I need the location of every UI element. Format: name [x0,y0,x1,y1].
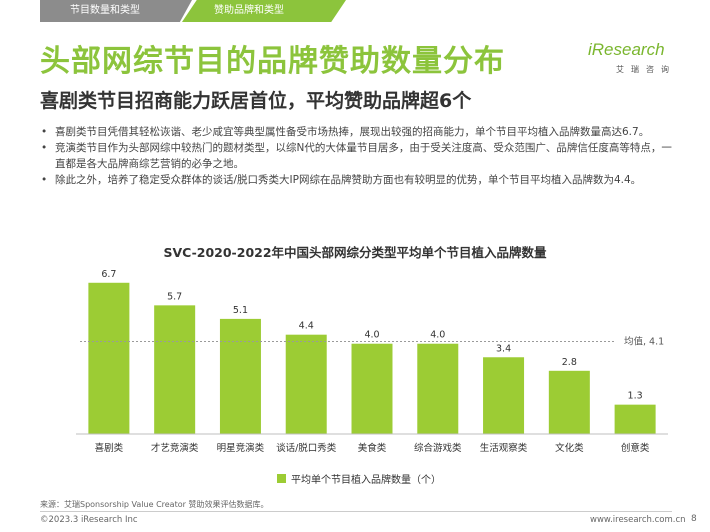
page-subtitle: 喜剧类节目招商能力跃居首位，平均赞助品牌超6个 [40,90,472,112]
legend-label: 平均单个节目植入品牌数量（个） [291,475,441,486]
bullet-dot: • [41,126,48,138]
average-label: 均值, 4.1 [624,335,664,347]
bar-value-label: 2.8 [562,357,577,368]
bar-5 [351,343,393,434]
bullet-item: • 喜剧类节目凭借其轻松诙谐、老少咸宜等典型属性备受市场热捧，展现出较强的招商能力… [40,124,672,140]
bar-2 [154,305,196,434]
chart-legend: 平均单个节目植入品牌数量（个） [277,471,441,486]
bullet-list: • 喜剧类节目凭借其轻松诙谐、老少咸宜等典型属性备受市场热捧，展现出较强的招商能力… [40,124,672,188]
bar-1 [88,282,130,434]
bullet-item: • 除此之外，培养了稳定受众群体的谈话/脱口秀类大IP网综在品牌赞助方面也有较明显… [40,172,672,188]
bar-3 [219,318,261,434]
category-label: 才艺竞演类 [151,442,199,454]
bar-value-label: 4.0 [430,330,445,341]
category-label: 美食类 [358,442,387,454]
bullet-text: 除此之外，培养了稳定受众群体的谈话/脱口秀类大IP网综在品牌赞助方面也有较明显的… [55,174,642,186]
category-label: 创意类 [621,442,650,454]
legend-swatch [277,474,286,483]
website-link[interactable]: www.iresearch.com.cn [590,515,686,525]
category-label: 明星竞演类 [217,442,265,454]
bar-value-label: 1.3 [628,391,643,402]
bar-7 [483,357,525,434]
bar-6 [417,343,459,434]
bar-value-label: 3.4 [496,343,511,354]
category-label: 文化类 [555,442,584,454]
bullet-item: • 竞演类节目作为头部网综中较热门的题材类型，以综N代的大体量节目居多，由于受关注… [40,140,672,172]
source-note: 来源：艾瑞Sponsorship Value Creator 赞助效果评估数据库… [40,500,269,509]
tab-program-count-type[interactable]: 节目数量和类型 [40,0,192,22]
logo-subtext: 艾瑞咨询 [616,65,676,74]
bar-value-label: 6.7 [101,269,116,280]
footer-divider [40,511,672,512]
bullet-dot: • [41,142,48,154]
section-tabs: 节目数量和类型 赞助品牌和类型 [40,0,346,22]
bullet-text: 喜剧类节目凭借其轻松诙谐、老少咸宜等典型属性备受市场热捧，展现出较强的招商能力，… [55,126,650,138]
chart-title: SVC-2020-2022年中国头部网综分类型平均单个节目植入品牌数量 [163,245,547,260]
bar-4 [285,334,327,434]
page-number: 8 [691,514,697,524]
bar-8 [548,370,590,434]
iresearch-logo: iResearch 艾瑞咨询 [588,40,684,80]
bar-value-label: 4.0 [364,330,379,341]
logo-word: iResearch [588,40,665,59]
tab-sponsor-brand-type[interactable]: 赞助品牌和类型 [182,0,346,22]
bar-value-label: 5.7 [167,291,182,302]
bullet-text: 竞演类节目作为头部网综中较热门的题材类型，以综N代的大体量节目居多，由于受关注度… [55,142,672,170]
copyright: ©2023.3 iResearch Inc [40,515,138,525]
category-label: 生活观察类 [480,442,528,454]
bar-value-label: 4.4 [299,321,314,332]
category-label: 喜剧类 [95,442,124,454]
bar-value-label: 5.1 [233,305,248,316]
bullet-dot: • [41,174,48,186]
category-label: 谈话/脱口秀类 [276,442,337,454]
page-title: 头部网综节目的品牌赞助数量分布 [40,44,505,79]
bar-9 [614,404,656,434]
category-label: 综合游戏类 [414,442,462,454]
